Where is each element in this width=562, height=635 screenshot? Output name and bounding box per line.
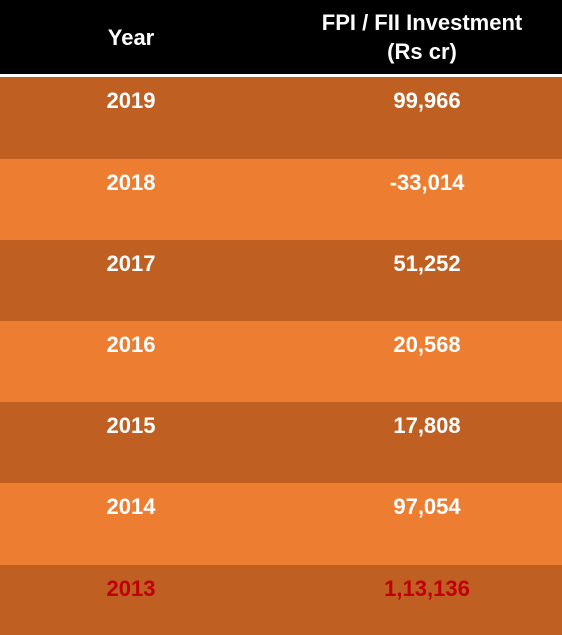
table-row: 2018 -33,014 <box>0 158 562 240</box>
investment-cell: -33,014 <box>389 169 465 195</box>
table-row-highlighted: 2013 1,13,136 <box>0 564 562 635</box>
header-investment-line2: (Rs cr) <box>387 39 457 65</box>
table-row: 2015 17,808 <box>0 402 562 484</box>
table-row: 2017 51,252 <box>0 239 562 321</box>
header-investment-line1: FPI / FII Investment <box>321 10 523 36</box>
header-year: Year <box>107 24 155 50</box>
table-header: Year FPI / FII Investment (Rs cr) <box>0 0 562 78</box>
investment-cell: 51,252 <box>393 250 461 276</box>
year-cell: 2013 <box>106 575 156 601</box>
year-cell: 2014 <box>106 494 156 520</box>
header-investment: FPI / FII Investment (Rs cr) <box>262 0 562 74</box>
year-cell: 2016 <box>106 332 156 357</box>
year-cell: 2015 <box>106 413 156 439</box>
table-row: 2016 20,568 <box>0 321 562 403</box>
investment-cell: 1,13,136 <box>384 575 470 601</box>
table-row: 2014 97,054 <box>0 483 562 565</box>
year-cell: 2019 <box>106 88 156 114</box>
year-cell: 2018 <box>106 169 156 195</box>
investment-cell: 17,808 <box>393 413 461 439</box>
table-row: 2019 99,966 <box>0 77 562 159</box>
investment-cell: 20,568 <box>393 332 461 357</box>
year-cell: 2017 <box>106 250 156 276</box>
investment-cell: 97,054 <box>393 494 461 520</box>
investment-cell: 99,966 <box>393 88 461 114</box>
